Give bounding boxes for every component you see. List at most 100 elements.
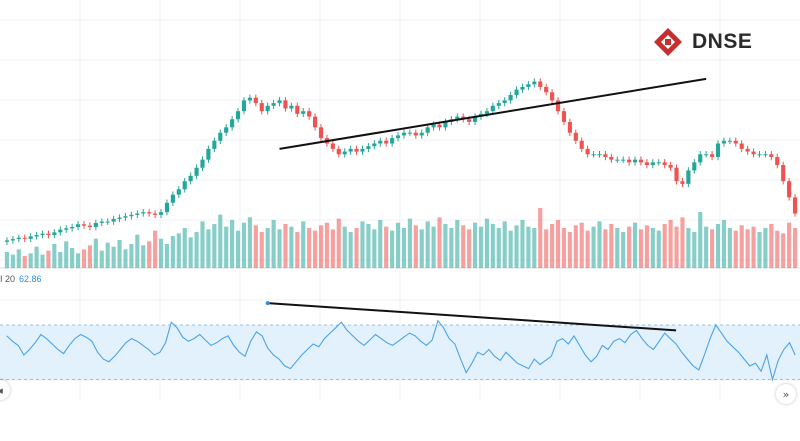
candle-body <box>135 213 140 215</box>
volume-bar <box>277 229 282 268</box>
volume-bar <box>390 230 395 268</box>
volume-bars <box>4 208 798 268</box>
volume-bar <box>401 228 407 268</box>
candle-body <box>153 213 158 215</box>
volume-bar <box>514 225 519 268</box>
volume-bar <box>330 229 335 268</box>
candle <box>585 145 590 158</box>
candle <box>164 199 170 216</box>
candle-body <box>117 217 122 219</box>
volume-bar <box>591 226 596 268</box>
candle-body <box>218 132 223 141</box>
candle-body <box>407 132 412 134</box>
candle <box>490 102 495 115</box>
volume-bar <box>324 222 330 268</box>
candle <box>153 210 158 219</box>
candle-body <box>307 111 312 117</box>
candle <box>597 151 602 158</box>
volume-bar <box>579 222 584 268</box>
candle-body <box>87 225 92 227</box>
candle-body <box>561 111 567 122</box>
candle-body <box>781 165 786 182</box>
scroll-left-button[interactable]: ◂ <box>0 380 10 400</box>
candle <box>360 145 365 155</box>
candle-body <box>769 154 774 157</box>
volume-bar <box>16 249 21 268</box>
candle-body <box>64 228 69 230</box>
candle-body <box>597 154 602 156</box>
candle-body <box>532 81 537 85</box>
candle-body <box>751 151 756 155</box>
candle-body <box>544 86 549 93</box>
candle-body <box>247 97 252 101</box>
candle-body <box>467 119 472 122</box>
candle-body <box>224 127 229 133</box>
volume-bar <box>721 220 727 268</box>
candle-body <box>34 235 39 237</box>
candle-body <box>437 124 442 128</box>
candle <box>567 118 572 136</box>
candle-body <box>182 181 187 190</box>
candle <box>194 164 199 180</box>
chevron-left-icon: ◂ <box>0 384 3 397</box>
candle <box>253 94 258 107</box>
volume-bar <box>573 225 578 268</box>
candle <box>787 177 792 201</box>
candle <box>686 167 691 188</box>
volume-bar <box>336 218 341 268</box>
candle-body <box>230 119 235 128</box>
volume-bar <box>158 238 164 268</box>
volume-bar <box>792 228 798 268</box>
candle <box>147 208 152 217</box>
candle <box>313 113 318 131</box>
candle <box>508 91 513 104</box>
volume-bar <box>147 241 152 268</box>
candle <box>135 210 140 219</box>
candle-body <box>550 92 555 101</box>
candle-body <box>455 116 460 120</box>
volume-bar <box>680 217 685 268</box>
candle-body <box>52 232 57 236</box>
volume-bar <box>176 233 181 268</box>
volume-bar <box>502 221 507 268</box>
volume-bar <box>419 229 424 268</box>
volume-bar <box>662 224 667 268</box>
volume-bar <box>544 229 549 268</box>
volume-bar <box>603 229 608 268</box>
rsi-band-fill <box>0 324 800 380</box>
candle <box>591 151 596 158</box>
candle-body <box>241 100 247 112</box>
volume-bar <box>532 228 537 268</box>
volume-bar <box>727 228 732 268</box>
volume-bar <box>129 244 134 268</box>
candle <box>123 212 128 221</box>
volume-bar <box>467 229 472 268</box>
candle-body <box>710 154 715 157</box>
volume-bar <box>437 217 442 268</box>
candle <box>283 97 288 112</box>
candle <box>520 83 525 93</box>
volume-bar <box>745 229 750 268</box>
candle-body <box>603 154 608 157</box>
candle <box>781 161 786 185</box>
candle <box>733 137 738 147</box>
candle-body <box>158 212 164 215</box>
candle <box>75 221 81 231</box>
volume-bar <box>632 222 638 268</box>
candle-body <box>573 132 578 141</box>
candle <box>235 107 241 123</box>
candle <box>200 156 205 171</box>
volume-bar <box>650 228 655 268</box>
scroll-right-button[interactable]: » <box>776 384 796 404</box>
candle-body <box>336 148 341 155</box>
candle <box>354 145 359 155</box>
candle <box>105 218 110 225</box>
volume-bar <box>775 230 780 268</box>
candle-body <box>99 221 104 223</box>
volume-bar <box>526 226 531 268</box>
candle-body <box>733 140 738 144</box>
volume-bar <box>627 226 632 268</box>
volume-bar <box>318 225 324 268</box>
candle <box>224 124 229 136</box>
